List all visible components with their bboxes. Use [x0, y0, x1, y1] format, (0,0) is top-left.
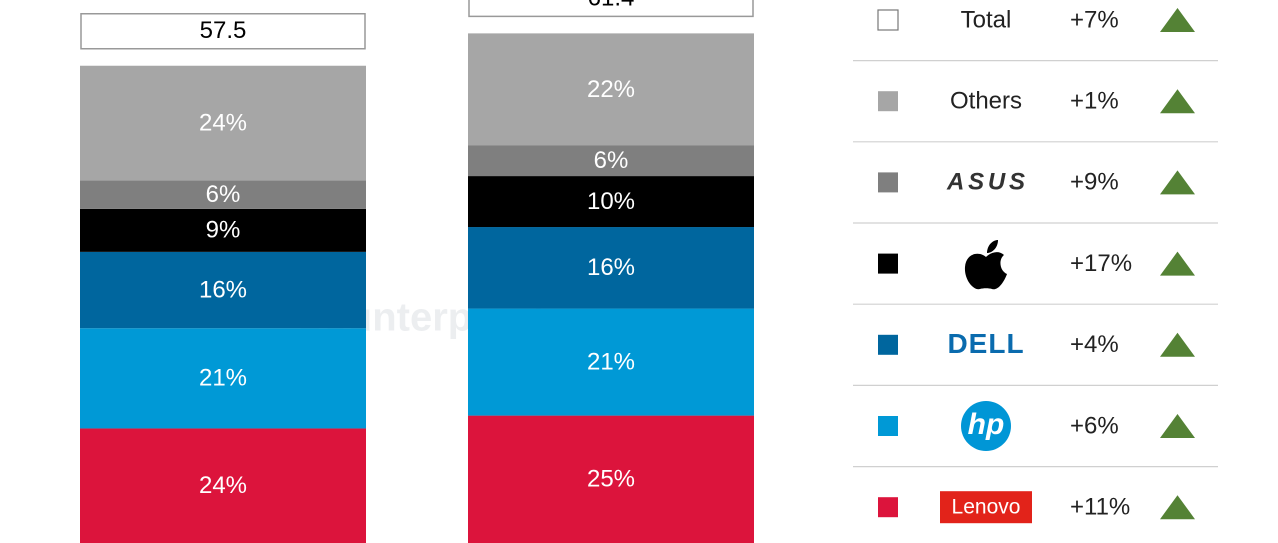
data-label: 22% — [587, 76, 635, 103]
bar-segment — [80, 180, 366, 209]
legend-name: Total — [961, 6, 1012, 33]
legend-swatch — [878, 253, 898, 274]
data-label: 6% — [206, 181, 241, 208]
data-label: 16% — [587, 254, 635, 281]
bar-segment — [468, 415, 754, 543]
legend-swatch — [878, 497, 898, 518]
trend-arrow — [1160, 414, 1195, 438]
growth-label: +7% — [1070, 6, 1119, 33]
bar-segment — [468, 33, 754, 146]
data-label: 21% — [199, 365, 247, 392]
bar-segment — [468, 227, 754, 309]
data-label: 24% — [199, 109, 247, 136]
legend-name: Lenovo — [952, 496, 1021, 519]
legend-swatch — [878, 334, 898, 355]
bar-segment — [80, 428, 366, 543]
growth-label: +11% — [1070, 494, 1130, 521]
legend-swatch — [878, 91, 898, 112]
data-label: 9% — [206, 217, 241, 244]
trend-arrow — [1160, 170, 1195, 195]
trend-arrow — [1160, 89, 1195, 114]
legend-swatch — [877, 9, 899, 31]
total-box — [80, 13, 366, 50]
legend-swatch — [878, 416, 898, 436]
lenovo-logo-box — [940, 491, 1032, 524]
total-box — [468, 0, 754, 18]
bar-segment — [468, 145, 754, 177]
legend-name: hp — [968, 408, 1005, 441]
bar-segment — [80, 208, 366, 252]
bar-segment — [80, 328, 366, 429]
growth-label: +9% — [1070, 169, 1119, 196]
data-label: 10% — [587, 188, 635, 215]
legend-name: DELL — [947, 328, 1024, 359]
total-label: 57.5 — [200, 17, 247, 44]
data-label: 6% — [594, 147, 629, 174]
growth-label: +6% — [1070, 412, 1119, 439]
apple-body — [964, 252, 1007, 290]
data-label: 24% — [199, 472, 247, 499]
growth-label: +1% — [1070, 88, 1119, 115]
data-label: 21% — [587, 348, 635, 375]
apple-leaf — [987, 240, 998, 253]
bar-segment — [468, 176, 754, 228]
bar-segment — [468, 308, 754, 416]
hp-logo-circle — [961, 401, 1011, 451]
data-label: 25% — [587, 466, 635, 493]
growth-label: +4% — [1070, 331, 1119, 358]
trend-arrow — [1160, 251, 1195, 276]
growth-label: +17% — [1070, 250, 1132, 277]
bar-segment — [80, 251, 366, 329]
apple-logo — [964, 240, 1007, 290]
trend-arrow — [1160, 495, 1195, 520]
legend-name: ASUS — [946, 169, 1025, 196]
data-label: 16% — [199, 276, 247, 303]
legend-swatch — [878, 172, 898, 193]
total-label: 61.4 — [588, 0, 635, 12]
trend-arrow — [1160, 8, 1195, 32]
bar-segment — [80, 65, 366, 181]
legend-name: Others — [950, 88, 1022, 115]
trend-arrow — [1160, 332, 1195, 357]
